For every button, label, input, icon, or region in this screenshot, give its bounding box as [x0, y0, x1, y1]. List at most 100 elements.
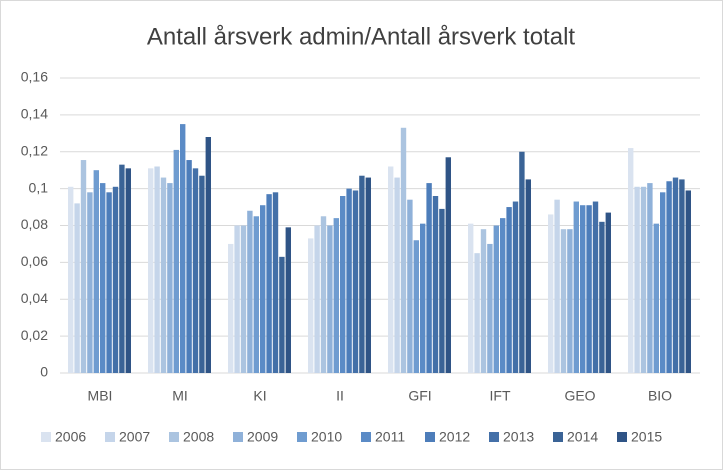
bar — [653, 223, 659, 373]
y-tick-label: 0,12 — [21, 142, 48, 158]
y-tick-label: 0,04 — [21, 290, 48, 306]
x-tick-label: GEO — [564, 388, 595, 404]
bar — [474, 253, 480, 373]
bar — [180, 124, 186, 373]
y-tick-label: 0,14 — [21, 106, 48, 122]
bar — [573, 201, 579, 373]
bar — [599, 221, 605, 373]
bar — [260, 205, 266, 373]
bar — [173, 149, 179, 373]
bar — [167, 183, 173, 373]
bar — [266, 194, 272, 373]
x-tick-label: GFI — [408, 388, 431, 404]
bar — [445, 157, 451, 373]
bar — [647, 183, 653, 373]
y-tick-label: 0,06 — [21, 253, 48, 269]
bar — [359, 175, 365, 373]
bar — [634, 186, 640, 373]
bar — [640, 186, 647, 373]
bar — [148, 168, 154, 373]
bar — [480, 229, 487, 373]
bar — [154, 166, 160, 373]
legend-label: 2006 — [55, 429, 86, 445]
legend-swatch — [361, 432, 371, 442]
bar — [119, 164, 125, 373]
bar — [205, 137, 211, 373]
bar — [308, 238, 314, 373]
bar — [426, 183, 432, 373]
legend-swatch — [297, 432, 307, 442]
x-tick-label: IFT — [490, 388, 511, 404]
bar — [333, 218, 339, 373]
bar — [506, 207, 512, 373]
bar — [519, 151, 525, 373]
x-tick-label: MBI — [88, 388, 113, 404]
legend-label: 2011 — [375, 429, 405, 445]
legend-swatch — [489, 432, 499, 442]
x-tick-label: KI — [253, 388, 266, 404]
legend-label: 2012 — [439, 429, 470, 445]
bar — [112, 186, 119, 373]
bar — [660, 192, 666, 373]
legend-label: 2010 — [311, 429, 342, 445]
legend-swatch — [41, 432, 51, 442]
bar — [628, 148, 634, 373]
legend-swatch — [233, 432, 243, 442]
legend-label: 2008 — [183, 429, 214, 445]
bar — [285, 227, 291, 373]
x-tick-label: MI — [172, 388, 188, 404]
bar — [106, 192, 112, 373]
legend-swatch — [425, 432, 435, 442]
bar — [407, 199, 413, 373]
bar — [679, 179, 685, 373]
bar — [666, 181, 672, 373]
legend-swatch — [553, 432, 563, 442]
bar — [493, 225, 499, 373]
bar — [352, 190, 359, 373]
bar — [80, 160, 87, 373]
legend-label: 2009 — [247, 429, 278, 445]
bar — [87, 192, 93, 373]
bar — [192, 168, 199, 373]
bar — [439, 208, 445, 373]
bar — [228, 243, 234, 373]
bar — [100, 183, 106, 373]
bar — [394, 177, 400, 373]
legend-label: 2015 — [631, 429, 662, 445]
bar — [672, 177, 679, 373]
x-tick-label: II — [336, 388, 344, 404]
bar — [327, 225, 333, 373]
bar — [365, 177, 371, 373]
y-tick-label: 0 — [40, 364, 48, 380]
bar — [125, 168, 131, 373]
legend-label: 2007 — [119, 429, 150, 445]
bar — [586, 205, 592, 373]
bar — [548, 214, 554, 373]
legend-swatch — [105, 432, 115, 442]
bar — [247, 210, 253, 373]
bar — [253, 216, 259, 373]
bar — [525, 179, 531, 373]
legend-label: 2013 — [503, 429, 534, 445]
y-tick-label: 0,08 — [21, 216, 48, 232]
bar — [240, 225, 247, 373]
bar — [186, 160, 192, 373]
x-tick-label: BIO — [648, 388, 672, 404]
bar — [512, 201, 519, 373]
legend-swatch — [617, 432, 627, 442]
bar — [560, 229, 567, 373]
bar — [314, 225, 320, 373]
bar — [487, 243, 493, 373]
bar — [554, 199, 560, 373]
bar — [500, 218, 506, 373]
bar — [420, 223, 426, 373]
bar — [346, 188, 352, 373]
bar — [279, 256, 285, 373]
bar — [234, 225, 240, 373]
bar — [432, 196, 439, 373]
bar — [400, 127, 407, 373]
bar — [160, 177, 167, 373]
bar — [592, 201, 599, 373]
chart-title: Antall årsverk admin/Antall årsverk tota… — [147, 23, 576, 50]
